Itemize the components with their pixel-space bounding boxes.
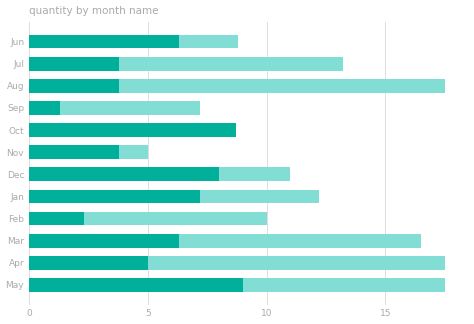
Bar — [29, 79, 119, 93]
Bar — [29, 190, 200, 203]
Bar — [29, 212, 84, 226]
Bar — [29, 123, 236, 137]
Bar — [29, 101, 60, 115]
Bar — [29, 234, 179, 248]
Bar — [29, 57, 343, 71]
Bar — [29, 145, 119, 159]
Text: quantity by month name: quantity by month name — [29, 6, 158, 16]
Bar — [29, 57, 119, 71]
Bar — [29, 212, 266, 226]
Bar — [29, 101, 200, 115]
Bar — [29, 168, 219, 181]
Bar — [29, 145, 148, 159]
Bar — [29, 35, 238, 49]
Bar — [29, 278, 445, 292]
Bar — [29, 234, 421, 248]
Bar — [29, 256, 445, 270]
Bar — [29, 168, 290, 181]
Bar — [29, 123, 236, 137]
Bar — [29, 79, 445, 93]
Bar — [29, 256, 148, 270]
Bar — [29, 35, 179, 49]
Bar — [29, 190, 319, 203]
Bar — [29, 278, 243, 292]
